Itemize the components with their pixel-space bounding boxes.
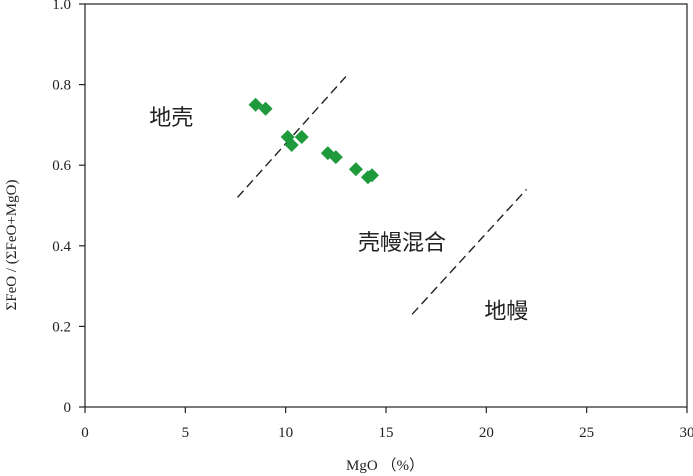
x-tick-label: 0 <box>81 425 89 441</box>
y-axis-ticks: 0 0.2 0.4 0.6 0.8 1.0 <box>52 0 85 416</box>
data-point-diamond <box>248 97 263 112</box>
region-label: 地幔 <box>484 299 528 324</box>
x-tick-label: 15 <box>379 425 394 441</box>
y-tick-label: 0.6 <box>52 158 71 174</box>
x-tick-label: 5 <box>182 425 190 441</box>
region-label: 地壳 <box>149 106 193 131</box>
divider-lines <box>236 76 527 315</box>
y-tick-label: 0.8 <box>52 78 71 94</box>
x-tick-label: 25 <box>579 425 594 441</box>
data-point-diamond <box>364 168 379 183</box>
x-tick-label: 30 <box>680 425 693 441</box>
plot-border <box>84 3 688 408</box>
divider-line <box>411 188 527 315</box>
data-point-diamond <box>284 138 299 153</box>
data-point-diamond <box>258 101 273 116</box>
y-tick-label: 1.0 <box>52 0 71 13</box>
y-tick-label: 0.4 <box>52 239 71 255</box>
data-points <box>248 97 379 185</box>
y-tick-label: 0.2 <box>52 319 71 335</box>
x-axis-label: MgO （%） <box>346 457 424 474</box>
x-tick-label: 10 <box>278 425 293 441</box>
x-tick-label: 20 <box>479 425 494 441</box>
y-tick-label: 0 <box>64 400 72 416</box>
data-point-diamond <box>294 129 309 144</box>
data-point-diamond <box>348 162 363 177</box>
plot-frame <box>84 3 688 408</box>
data-point-diamond <box>328 150 343 165</box>
x-axis-ticks: 0 5 10 15 20 25 30 <box>81 407 693 441</box>
y-axis-label: ΣFeO / (ΣFeO+MgO) <box>4 180 20 311</box>
region-label: 壳幔混合 <box>358 231 446 256</box>
